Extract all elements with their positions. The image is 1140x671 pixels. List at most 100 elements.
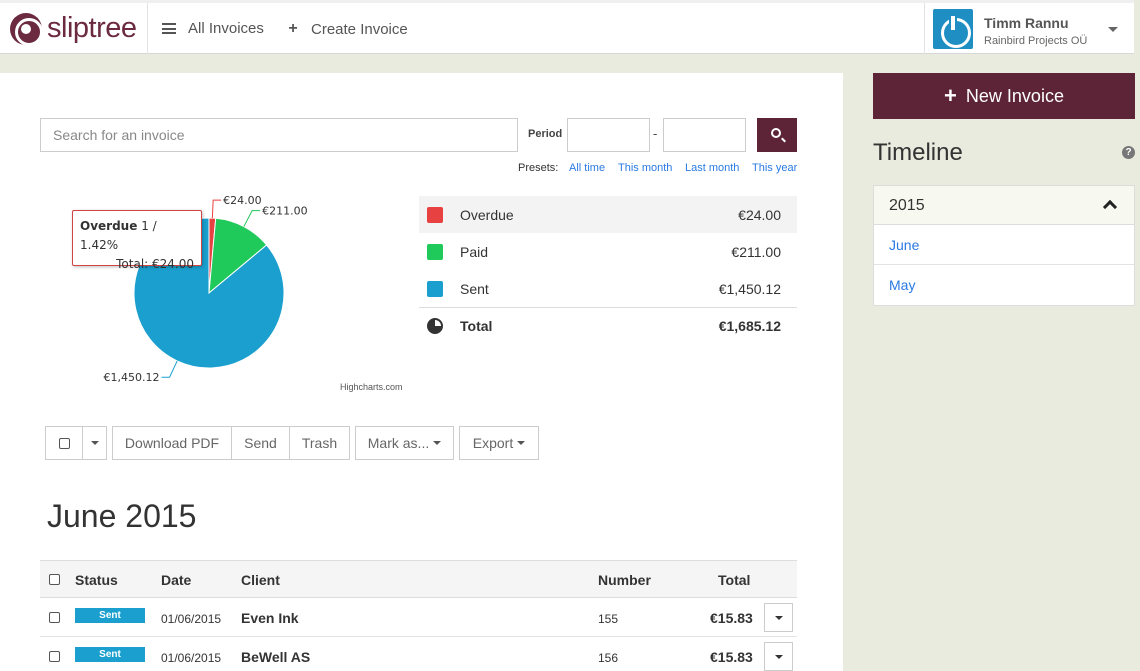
sent-swatch bbox=[427, 280, 443, 297]
row-checkbox[interactable] bbox=[49, 612, 60, 623]
row-checkbox[interactable] bbox=[49, 651, 60, 662]
row-actions-dropdown[interactable] bbox=[764, 642, 793, 671]
preset-all-time[interactable]: All time bbox=[569, 162, 606, 174]
trash-button[interactable]: Trash bbox=[289, 426, 350, 460]
pie-label-paid: €211.00 bbox=[262, 205, 308, 218]
avatar bbox=[933, 9, 973, 49]
timeline-month-june[interactable]: June bbox=[874, 225, 1134, 265]
new-invoice-button[interactable]: + New Invoice bbox=[873, 73, 1135, 119]
caret-down-icon bbox=[433, 441, 442, 445]
timeline-panel: 2015 June May bbox=[873, 185, 1135, 306]
summary-table: Overdue €24.00 Paid €211.00 Sent €1,450.… bbox=[419, 196, 797, 344]
summary-row-overdue[interactable]: Overdue €24.00 bbox=[419, 196, 797, 233]
caret-down-icon bbox=[774, 615, 783, 620]
export-dropdown[interactable]: Export bbox=[459, 426, 539, 460]
caret-down-icon bbox=[517, 441, 526, 445]
chart-tooltip: Overdue 1 / 1.42% Total: €24.00 bbox=[72, 210, 202, 271]
search-button[interactable] bbox=[757, 118, 797, 152]
col-status[interactable]: Status bbox=[75, 572, 118, 588]
timeline-year-2015[interactable]: 2015 bbox=[874, 186, 1134, 225]
list-icon bbox=[162, 23, 176, 34]
row-client[interactable]: BeWell AS bbox=[241, 649, 311, 665]
period-dash: - bbox=[653, 126, 658, 141]
pie-connector-overdue bbox=[211, 199, 222, 219]
month-heading: June 2015 bbox=[47, 498, 197, 534]
pie-slice-paid[interactable] bbox=[208, 217, 268, 295]
mark-as-label: Mark as... bbox=[367, 435, 430, 451]
nav-divider bbox=[924, 3, 925, 54]
status-badge: Sent bbox=[75, 647, 145, 662]
user-menu[interactable]: Timm Rannu Rainbird Projects OÜ bbox=[924, 3, 1134, 54]
row-date: 01/06/2015 bbox=[161, 612, 222, 626]
summary-amount: €1,450.12 bbox=[718, 280, 781, 297]
period-label: Period bbox=[528, 128, 563, 140]
col-date[interactable]: Date bbox=[161, 572, 192, 588]
select-all-checkbox[interactable] bbox=[45, 426, 83, 460]
period-to-input[interactable] bbox=[663, 118, 746, 152]
timeline-month-label: June bbox=[889, 237, 920, 253]
chart-credits: Highcharts.com bbox=[340, 382, 403, 392]
preset-last-month[interactable]: Last month bbox=[685, 162, 740, 174]
logo-mark-icon bbox=[10, 12, 43, 46]
send-button[interactable]: Send bbox=[231, 426, 290, 460]
col-client[interactable]: Client bbox=[241, 572, 280, 588]
nav-create-invoice[interactable]: + Create Invoice bbox=[285, 20, 407, 38]
mark-as-dropdown[interactable]: Mark as... bbox=[355, 426, 454, 460]
row-total: €15.83 bbox=[710, 610, 753, 626]
pie-connector-sent bbox=[161, 360, 178, 378]
summary-row-total: Total €1,685.12 bbox=[419, 307, 797, 344]
overdue-swatch bbox=[427, 206, 443, 223]
presets-label-wrap: Presets: bbox=[518, 162, 558, 174]
preset-this-month[interactable]: This month bbox=[618, 162, 673, 174]
download-pdf-button[interactable]: Download PDF bbox=[112, 426, 232, 460]
tooltip-series: Overdue bbox=[80, 219, 138, 233]
table-row[interactable]: Sent 01/06/2015 BeWell AS 156 €15.83 bbox=[40, 637, 797, 671]
checkbox-icon bbox=[58, 437, 70, 449]
invoice-table-header: Status Date Client Number Total bbox=[40, 560, 797, 598]
caret-down-icon bbox=[90, 441, 99, 445]
new-invoice-label: New Invoice bbox=[965, 85, 1064, 106]
pie-label-overdue: €24.00 bbox=[223, 194, 262, 207]
sliptree-logo[interactable]: sliptree bbox=[10, 12, 137, 46]
pie-connector-paid bbox=[243, 210, 261, 227]
period-from-input[interactable] bbox=[567, 118, 650, 152]
search-icon bbox=[771, 128, 781, 138]
presets-label: Presets: bbox=[518, 162, 559, 174]
search-input[interactable] bbox=[40, 118, 518, 152]
summary-row-paid[interactable]: Paid €211.00 bbox=[419, 233, 797, 270]
row-client[interactable]: Even Ink bbox=[241, 610, 299, 626]
pie-chart-icon bbox=[427, 318, 443, 334]
status-badge: Sent bbox=[75, 608, 145, 623]
nav-all-invoices-label: All Invoices bbox=[188, 20, 264, 37]
help-icon[interactable]: ? bbox=[1122, 146, 1135, 159]
select-dropdown-button[interactable] bbox=[82, 426, 107, 460]
main-panel: Period - Presets: All time This month La… bbox=[0, 73, 843, 671]
row-number: 156 bbox=[598, 651, 619, 665]
top-navbar: sliptree All Invoices + Create Invoice T… bbox=[0, 0, 1134, 54]
timeline-heading: Timeline bbox=[873, 139, 963, 166]
summary-label: Paid bbox=[460, 243, 489, 260]
row-actions-dropdown[interactable] bbox=[764, 603, 793, 632]
summary-amount: €24.00 bbox=[738, 206, 781, 223]
summary-label: Overdue bbox=[460, 206, 514, 223]
summary-amount: €211.00 bbox=[731, 243, 781, 260]
chevron-up-icon bbox=[1102, 199, 1118, 215]
header-checkbox[interactable] bbox=[49, 574, 60, 585]
row-total: €15.83 bbox=[710, 649, 753, 665]
col-total[interactable]: Total bbox=[718, 572, 751, 588]
user-company: Rainbird Projects OÜ bbox=[984, 35, 1088, 47]
summary-label: Sent bbox=[460, 280, 489, 297]
timeline-month-may[interactable]: May bbox=[874, 265, 1134, 305]
table-row[interactable]: Sent 01/06/2015 Even Ink 155 €15.83 bbox=[40, 598, 797, 637]
caret-down-icon bbox=[774, 654, 783, 659]
plus-icon: + bbox=[944, 83, 957, 108]
nav-all-invoices[interactable]: All Invoices bbox=[162, 20, 264, 37]
user-name: Timm Rannu bbox=[984, 15, 1069, 31]
summary-total-label: Total bbox=[460, 318, 493, 334]
pie-label-sent: €1,450.12 bbox=[104, 371, 160, 384]
col-number[interactable]: Number bbox=[598, 572, 651, 588]
summary-row-sent[interactable]: Sent €1,450.12 bbox=[419, 270, 797, 307]
preset-this-year[interactable]: This year bbox=[752, 162, 798, 174]
row-date: 01/06/2015 bbox=[161, 651, 222, 665]
export-label: Export bbox=[472, 435, 514, 451]
